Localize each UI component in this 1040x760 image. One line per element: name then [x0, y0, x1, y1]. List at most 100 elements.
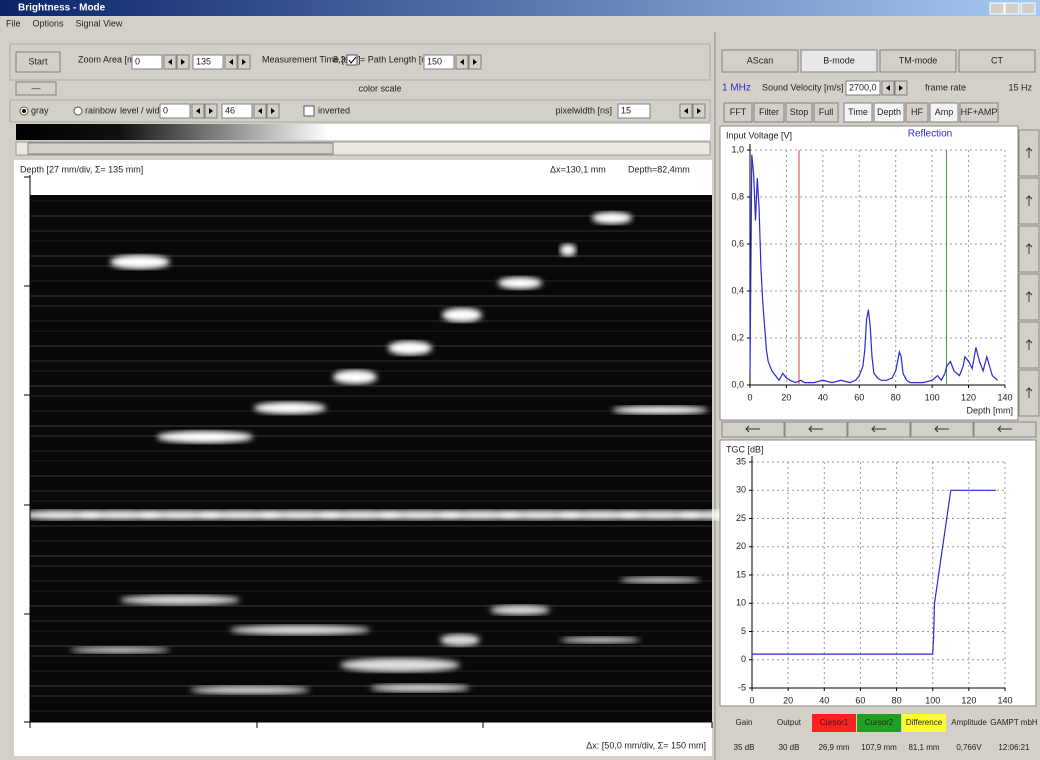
- bscan-streak: [30, 450, 712, 452]
- mode-tab-label: AScan: [747, 55, 774, 65]
- bscan-noise: [70, 647, 170, 653]
- y-tick-label: -5: [738, 682, 746, 692]
- bscan-echo: [333, 370, 377, 384]
- mode-button-label: Stop: [790, 107, 809, 117]
- maximize-button[interactable]: [1005, 3, 1019, 14]
- bscan-echo: [157, 431, 253, 443]
- bscan-streak: [30, 710, 712, 712]
- y-tick-label: 10: [736, 598, 746, 608]
- bscan-echo: [612, 406, 708, 414]
- x-tick-label: 40: [819, 695, 829, 705]
- bscan-echo: [442, 308, 482, 322]
- pixelwidth-label: pixelwidth [ns]: [555, 105, 612, 115]
- bscan-echo: [110, 255, 170, 269]
- x-tick-label: 140: [997, 392, 1012, 402]
- mode-tab-label: CT: [991, 55, 1003, 65]
- status-value: 81,1 mm: [908, 743, 939, 752]
- y-tick-label: 1,0: [731, 144, 744, 154]
- y-tick-label: 0,2: [731, 332, 744, 342]
- menu-item[interactable]: Signal View: [76, 18, 123, 28]
- y-tick-label: 0,6: [731, 238, 744, 248]
- x-axis-label: Depth [mm]: [966, 405, 1013, 415]
- bscan-streak: [30, 395, 712, 397]
- color-scale-bar: [16, 124, 710, 140]
- y-tick-label: 0,4: [731, 285, 744, 295]
- velocity-input-text: 2700,0: [849, 82, 877, 92]
- bscan-streak: [30, 200, 712, 202]
- bscan-streak: [30, 320, 712, 322]
- radio-dot: [22, 109, 26, 113]
- mode-button-label: Filter: [759, 107, 779, 117]
- bscan-noise: [340, 658, 460, 672]
- status-label: Amplitude: [951, 718, 987, 727]
- x-tick-label: 120: [961, 392, 976, 402]
- time-label: Measurement Time [sec]: [262, 54, 361, 64]
- chart-panel: [720, 440, 1036, 706]
- bscan-streak: [30, 305, 712, 307]
- minimize-button[interactable]: [990, 3, 1004, 14]
- bscan-streak: [30, 490, 712, 492]
- x-tick-label: 40: [818, 392, 828, 402]
- bscan-streak: [30, 435, 712, 437]
- page: Brightness - Mode FileOptionsSignal View…: [0, 0, 1040, 760]
- pixelwidth-input-text: 15: [621, 105, 631, 115]
- y-tick-label: 30: [736, 485, 746, 495]
- bscan-streak: [30, 330, 712, 332]
- bscan-streak: [30, 590, 712, 592]
- bscan-streak: [30, 345, 712, 347]
- close-button[interactable]: [1021, 3, 1035, 14]
- dx-info: Δx=130,1 mm: [550, 164, 606, 174]
- bscan-echo: [388, 341, 432, 355]
- menu-item[interactable]: Options: [33, 18, 65, 28]
- inverted-checkbox[interactable]: [304, 106, 314, 116]
- bscan-streak: [30, 645, 712, 647]
- y-axis-label: TGC [dB]: [726, 444, 764, 454]
- bscan-echo: [560, 244, 576, 256]
- bscan-streak: [30, 630, 712, 632]
- bscan-streak: [30, 500, 712, 502]
- y-tick-label: 15: [736, 569, 746, 579]
- zoom-from-input-text: 0: [135, 56, 140, 66]
- status-value: 107,9 mm: [861, 743, 897, 752]
- color-scale-label: color scale: [358, 83, 401, 93]
- velocity-label: Sound Velocity [m/s]: [762, 82, 844, 92]
- bscan-streak: [30, 525, 712, 527]
- status-value: 12:06:21: [998, 743, 1030, 752]
- x-tick-label: 100: [925, 695, 940, 705]
- bscan-noise: [620, 577, 700, 583]
- y-tick-label: 0,8: [731, 191, 744, 201]
- bscan-noise: [190, 686, 310, 694]
- gray-label: gray: [31, 105, 49, 115]
- y-tick-label: 5: [741, 626, 746, 636]
- status-label: Output: [777, 718, 802, 727]
- bscan-noise: [370, 684, 470, 692]
- bscan-noise: [120, 595, 240, 605]
- frame-rate: 15 Hz: [1008, 82, 1032, 92]
- mode-tab-label: TM-mode: [899, 55, 938, 65]
- x-tick-label: 20: [783, 695, 793, 705]
- rainbow-radio[interactable]: [74, 107, 82, 115]
- bscan-streak: [30, 460, 712, 462]
- bscan-streak: [30, 360, 712, 362]
- scroll-thumb[interactable]: [28, 143, 333, 154]
- bscan-echo: [254, 402, 326, 414]
- frame-rate-label: frame rate: [925, 82, 966, 92]
- x-tick-label: 20: [781, 392, 791, 402]
- level-input-text: 0: [163, 105, 168, 115]
- x-tick-label: 80: [891, 392, 901, 402]
- status-label: Cursor2: [865, 718, 894, 727]
- depth-info: Depth [27 mm/div, Σ= 135 mm]: [20, 164, 143, 174]
- menu-item[interactable]: File: [6, 18, 21, 28]
- x-tick-label: 60: [854, 392, 864, 402]
- zoom-to-input-text: 135: [196, 56, 211, 66]
- bscan-image: [30, 195, 712, 722]
- status-label: Gain: [736, 718, 753, 727]
- bscan-streak: [30, 410, 712, 412]
- bscan-streak: [30, 240, 712, 242]
- bscan-streak: [30, 475, 712, 477]
- path-length-checkbox[interactable]: [347, 55, 357, 65]
- y-axis-label: Input Voltage [V]: [726, 130, 792, 140]
- bscan-streak: [30, 280, 712, 282]
- bscan-noise: [560, 637, 640, 643]
- y-tick-label: 20: [736, 541, 746, 551]
